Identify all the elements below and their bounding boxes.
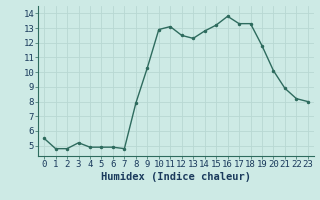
X-axis label: Humidex (Indice chaleur): Humidex (Indice chaleur) [101,172,251,182]
